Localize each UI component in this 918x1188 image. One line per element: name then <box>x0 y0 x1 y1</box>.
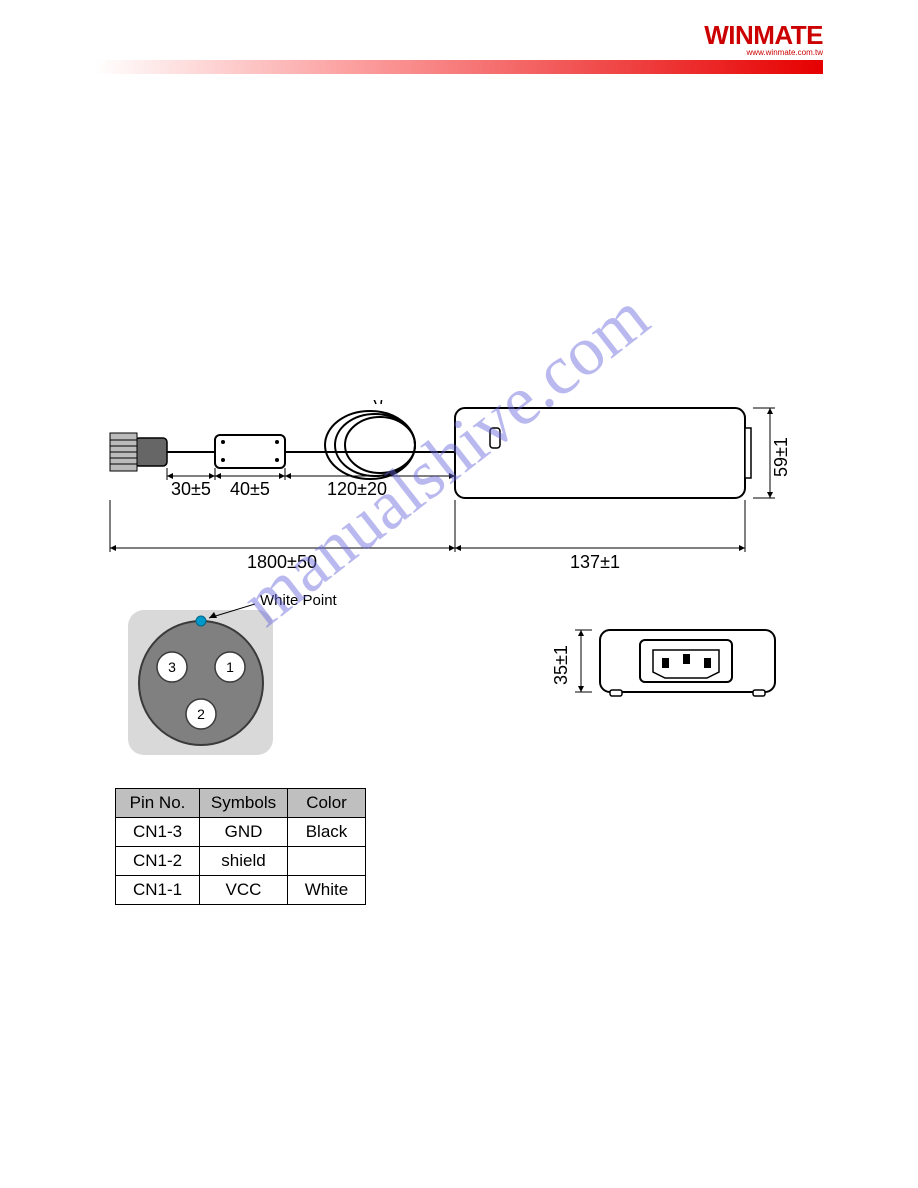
dim-1800: 1800±50 <box>247 552 317 572</box>
col-color: Color <box>288 789 366 818</box>
dim-137: 137±1 <box>570 552 620 572</box>
table-row: CN1-1 VCC White <box>116 876 366 905</box>
col-symbols: Symbols <box>200 789 288 818</box>
dim-35: 35±1 <box>551 645 571 685</box>
logo-url: www.winmate.com.tw <box>747 48 823 57</box>
brand-logo: WINMATE www.winmate.com.tw <box>704 20 823 57</box>
table-header-row: Pin No. Symbols Color <box>116 789 366 818</box>
dim-59: 59±1 <box>771 437 791 477</box>
dim-30: 30±5 <box>171 479 211 499</box>
dim-40: 40±5 <box>230 479 270 499</box>
pin-2: 2 <box>197 706 205 722</box>
pin-3: 3 <box>168 659 176 675</box>
pin-assignment-table: Pin No. Symbols Color CN1-3 GND Black CN… <box>115 788 366 905</box>
pin-1: 1 <box>226 659 234 675</box>
col-pin-no: Pin No. <box>116 789 200 818</box>
table-row: CN1-2 shield <box>116 847 366 876</box>
table-row: CN1-3 GND Black <box>116 818 366 847</box>
header-gradient-bar <box>95 60 823 74</box>
logo-text: WINMATE <box>704 20 823 51</box>
adapter-top-view-diagram: 30±5 40±5 120±20 1800±50 137±1 59±1 <box>95 400 823 575</box>
dim-120: 120±20 <box>327 479 387 499</box>
white-point-label: White Point <box>260 592 338 609</box>
